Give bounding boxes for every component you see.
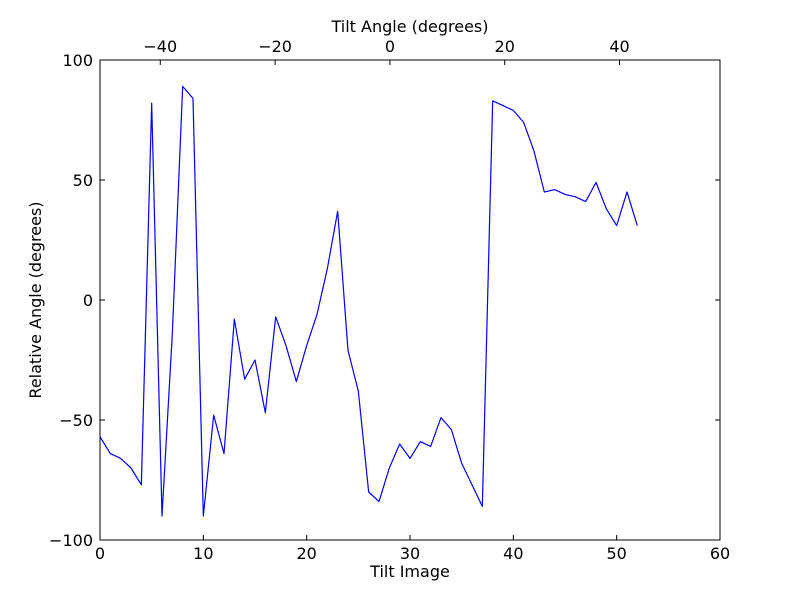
top-x-axis-label: Tilt Angle (degrees) [330,17,488,36]
ticks-layer: 0 10 20 30 40 50 60 −100 −50 0 50 100 −40 −20 0 20 40 [49,37,730,563]
x-tick-label: 0 [95,544,105,563]
x-tick-label: 60 [710,544,730,563]
top-x-tick-label: 20 [495,37,515,56]
series-line-0 [99,85,638,517]
y-tick-label: −50 [59,411,93,430]
y-tick-label: −100 [49,531,93,550]
x-tick-label: 40 [503,544,523,563]
x-tick-label: 10 [193,544,213,563]
y-tick-label: 0 [83,291,93,310]
x-tick-label: 30 [400,544,420,563]
y-tick-label: 100 [62,51,93,70]
top-x-tick-label: −20 [258,37,292,56]
x-tick-label: 50 [606,544,626,563]
plot-frame [99,59,721,541]
x-tick-label: 20 [296,544,316,563]
y-axis-label: Relative Angle (degrees) [26,201,45,398]
top-x-tick-label: 40 [609,37,629,56]
top-x-tick-label: −40 [143,37,177,56]
plot-background [100,60,720,540]
x-axis-label: Tilt Image [369,562,450,581]
y-tick-label: 50 [73,171,93,190]
series-layer [99,85,638,517]
top-x-tick-label: 0 [385,37,395,56]
